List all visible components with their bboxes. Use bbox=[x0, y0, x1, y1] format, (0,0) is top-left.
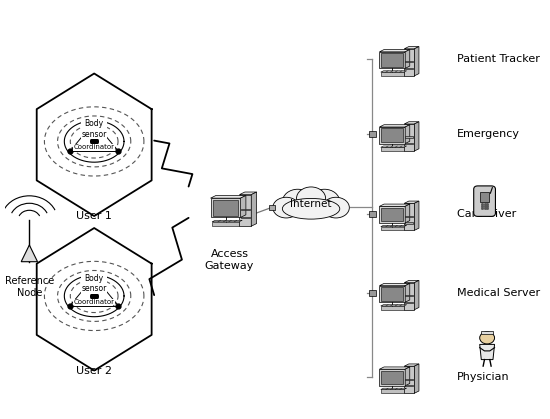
Polygon shape bbox=[381, 287, 403, 301]
Text: Reference
Node: Reference Node bbox=[5, 276, 54, 298]
FancyBboxPatch shape bbox=[481, 331, 493, 334]
Bar bbox=[368, 211, 376, 217]
Text: Internet: Internet bbox=[290, 199, 332, 210]
Polygon shape bbox=[381, 146, 406, 147]
Polygon shape bbox=[211, 196, 246, 198]
Polygon shape bbox=[381, 371, 403, 384]
Text: Emergency: Emergency bbox=[456, 129, 520, 140]
Polygon shape bbox=[211, 198, 240, 217]
Polygon shape bbox=[381, 390, 404, 393]
Ellipse shape bbox=[282, 189, 313, 215]
Text: Coordinator: Coordinator bbox=[74, 299, 114, 305]
Bar bbox=[368, 290, 376, 296]
Polygon shape bbox=[381, 147, 404, 151]
Polygon shape bbox=[404, 203, 414, 230]
Polygon shape bbox=[381, 388, 406, 390]
Polygon shape bbox=[414, 122, 419, 151]
Ellipse shape bbox=[309, 189, 340, 215]
Polygon shape bbox=[405, 143, 414, 144]
Polygon shape bbox=[404, 124, 414, 151]
Polygon shape bbox=[404, 283, 414, 310]
Polygon shape bbox=[404, 47, 419, 49]
Polygon shape bbox=[381, 208, 403, 221]
Ellipse shape bbox=[296, 187, 326, 210]
Polygon shape bbox=[404, 122, 419, 124]
Polygon shape bbox=[414, 201, 419, 230]
Polygon shape bbox=[480, 344, 494, 360]
Polygon shape bbox=[212, 222, 239, 226]
Text: Physician: Physician bbox=[456, 372, 509, 382]
Polygon shape bbox=[379, 206, 405, 223]
Polygon shape bbox=[405, 61, 414, 62]
Polygon shape bbox=[414, 280, 419, 310]
Polygon shape bbox=[379, 52, 405, 68]
Polygon shape bbox=[379, 283, 410, 286]
Polygon shape bbox=[379, 127, 405, 144]
FancyBboxPatch shape bbox=[480, 192, 490, 202]
Polygon shape bbox=[381, 305, 406, 306]
Bar bbox=[368, 132, 376, 137]
Polygon shape bbox=[240, 196, 246, 217]
Polygon shape bbox=[381, 227, 404, 230]
Polygon shape bbox=[381, 72, 404, 76]
Polygon shape bbox=[379, 286, 405, 302]
Polygon shape bbox=[404, 280, 419, 283]
Polygon shape bbox=[381, 306, 404, 310]
Ellipse shape bbox=[282, 199, 340, 219]
Text: Care Giver: Care Giver bbox=[456, 209, 516, 219]
Polygon shape bbox=[405, 125, 410, 144]
Polygon shape bbox=[213, 200, 238, 216]
Polygon shape bbox=[405, 204, 410, 223]
Text: Body
sensor: Body sensor bbox=[81, 119, 107, 139]
Text: Coordinator: Coordinator bbox=[74, 144, 114, 150]
Text: Access
Gateway: Access Gateway bbox=[205, 249, 254, 271]
Polygon shape bbox=[405, 367, 410, 386]
Polygon shape bbox=[381, 71, 406, 72]
Polygon shape bbox=[404, 366, 414, 393]
Polygon shape bbox=[379, 125, 410, 127]
Polygon shape bbox=[379, 367, 410, 369]
Ellipse shape bbox=[273, 197, 300, 218]
Polygon shape bbox=[251, 192, 257, 226]
Polygon shape bbox=[405, 378, 414, 380]
Polygon shape bbox=[405, 302, 414, 303]
Polygon shape bbox=[405, 295, 414, 296]
Polygon shape bbox=[240, 217, 250, 218]
Polygon shape bbox=[405, 136, 414, 137]
Polygon shape bbox=[405, 283, 410, 302]
Polygon shape bbox=[379, 49, 410, 52]
Text: Body
sensor: Body sensor bbox=[81, 274, 107, 293]
Polygon shape bbox=[381, 53, 403, 67]
Polygon shape bbox=[405, 68, 414, 69]
Polygon shape bbox=[404, 201, 419, 203]
Polygon shape bbox=[239, 192, 257, 195]
Polygon shape bbox=[379, 204, 410, 206]
Polygon shape bbox=[212, 220, 242, 222]
Polygon shape bbox=[240, 209, 250, 210]
Polygon shape bbox=[381, 129, 403, 142]
Polygon shape bbox=[414, 47, 419, 76]
Polygon shape bbox=[404, 49, 414, 76]
Polygon shape bbox=[21, 245, 37, 262]
Text: Patient Tracker: Patient Tracker bbox=[456, 54, 540, 64]
Ellipse shape bbox=[322, 197, 349, 218]
Polygon shape bbox=[381, 225, 406, 227]
FancyBboxPatch shape bbox=[474, 186, 496, 216]
Polygon shape bbox=[239, 195, 251, 226]
Polygon shape bbox=[405, 49, 410, 68]
Polygon shape bbox=[405, 216, 414, 217]
Polygon shape bbox=[405, 385, 414, 386]
Polygon shape bbox=[379, 369, 405, 386]
Text: Medical Server: Medical Server bbox=[456, 288, 540, 298]
Text: User 1: User 1 bbox=[76, 211, 112, 221]
Text: User 2: User 2 bbox=[76, 366, 112, 376]
Polygon shape bbox=[404, 364, 419, 366]
Circle shape bbox=[480, 332, 494, 344]
Bar bbox=[249, 212, 255, 217]
Polygon shape bbox=[405, 222, 414, 224]
Polygon shape bbox=[414, 364, 419, 393]
Bar bbox=[269, 205, 276, 210]
